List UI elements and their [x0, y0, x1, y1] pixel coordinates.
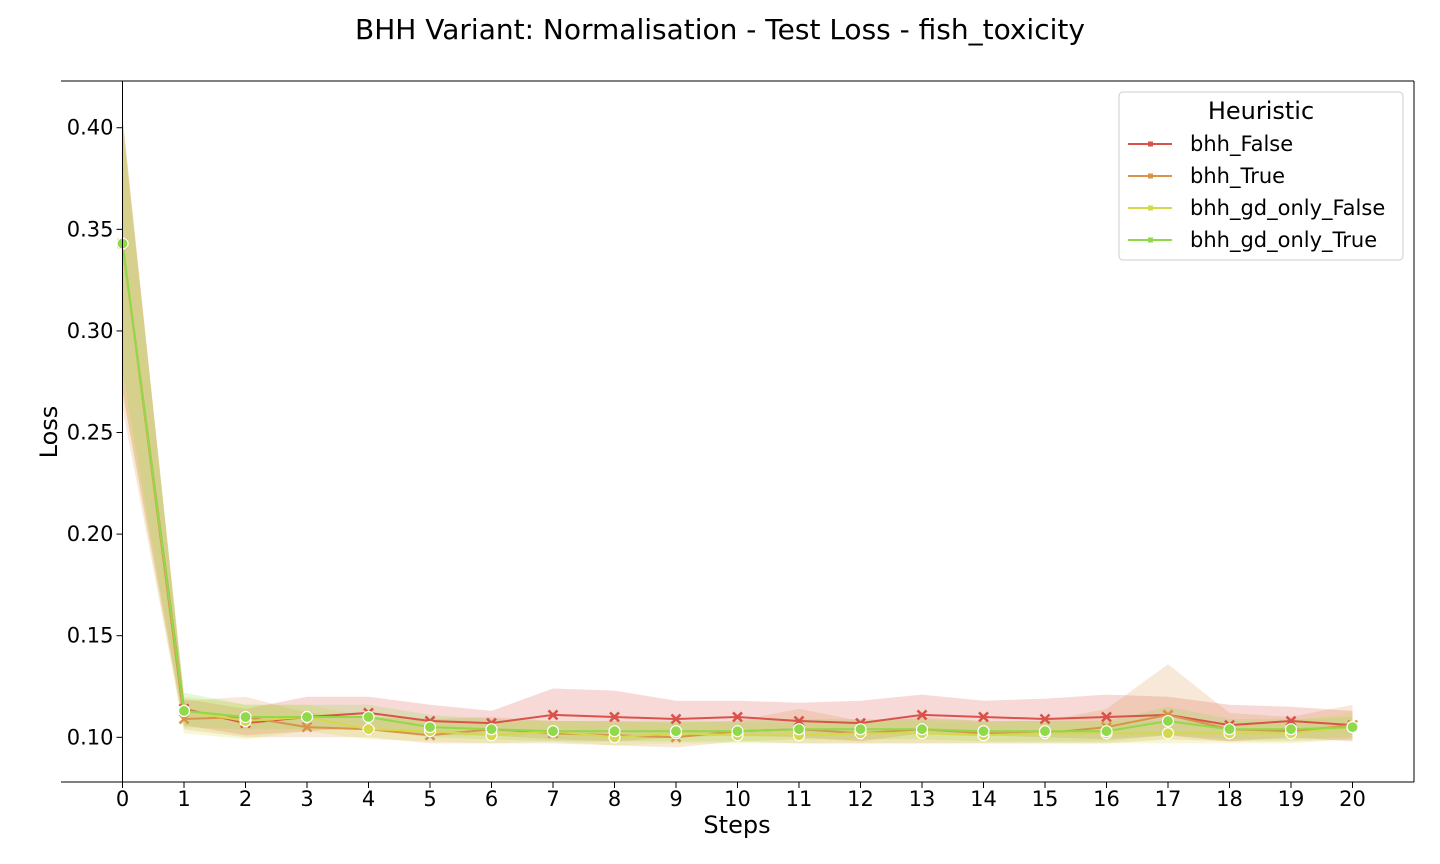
- legend-marker-bhh_gd_only_True: [1148, 237, 1153, 243]
- point-stroke: [732, 711, 743, 723]
- y-tick-label: 0.15: [67, 624, 114, 648]
- y-axis-label: Loss: [35, 406, 63, 459]
- point-bhh_gd_only_True: [177, 704, 191, 717]
- series-markers: [116, 237, 1359, 744]
- point-bhh_False: [978, 711, 989, 723]
- x-tick-label: 4: [362, 787, 375, 811]
- x-tick-label: 2: [239, 787, 252, 811]
- y-tick-label: 0.20: [67, 522, 114, 546]
- point-bhh_gd_only_True: [1346, 721, 1359, 734]
- y-tick-label: 0.30: [67, 319, 114, 343]
- axes: 0 1 2 3 4 5 6 7 8 9 10 11 12 13 14 15 16 17 18 19 200.100.15…: [61, 80, 1415, 811]
- x-axis-label: Steps: [703, 811, 770, 839]
- x-tick-label: 14: [970, 787, 997, 811]
- legend-label-bhh_False: bhh_False: [1190, 132, 1293, 157]
- x-tick-label: 12: [847, 787, 874, 811]
- point-bhh_False: [547, 709, 559, 721]
- y-tick-label: 0.25: [67, 421, 114, 445]
- legend-title: Heuristic: [1208, 97, 1314, 125]
- point-bhh_gd_only_True: [546, 725, 560, 738]
- legend-marker-bhh_True: [1148, 173, 1153, 179]
- point-stroke: [609, 711, 620, 723]
- point-bhh_gd_only_True: [1100, 725, 1113, 738]
- x-tick-label: 17: [1155, 787, 1182, 811]
- point-bhh_gd_only_True: [1284, 723, 1298, 736]
- point-bhh_gd_only_True: [977, 725, 990, 738]
- y-tick-label: 0.10: [67, 725, 114, 749]
- x-tick-label: 11: [786, 787, 813, 811]
- x-tick-label: 7: [546, 787, 559, 811]
- x-tick-label: 5: [423, 787, 436, 811]
- point-bhh_gd_only_True: [731, 725, 744, 738]
- legend-marker-bhh_False: [1148, 141, 1153, 147]
- x-tick-label: 13: [909, 787, 936, 811]
- point-bhh_gd_only_True: [423, 721, 437, 734]
- point-stroke: [978, 711, 989, 723]
- point-stroke: [670, 713, 682, 725]
- point-bhh_gd_only_True: [915, 723, 929, 736]
- line-bhh_gd_only_True: [121, 243, 1353, 733]
- point-bhh_gd_only_True: [792, 723, 806, 736]
- x-tick-label: 1: [177, 787, 190, 811]
- point-bhh_True: [301, 721, 313, 733]
- point-stroke: [301, 721, 313, 733]
- legend-label-bhh_gd_only_True: bhh_gd_only_True: [1190, 228, 1377, 253]
- point-stroke: [547, 709, 559, 721]
- legend: Heuristic bhh_False bhh_True bhh_gd_only_Fa…: [1118, 91, 1404, 261]
- x-tick-label: 16: [1093, 787, 1120, 811]
- legend-label-bhh_gd_only_False: bhh_gd_only_False: [1190, 196, 1385, 221]
- y-tick-label: 0.35: [67, 217, 114, 241]
- x-tick-label: 19: [1278, 787, 1305, 811]
- series-lines: [121, 243, 1353, 739]
- point-bhh_gd_only_True: [669, 725, 683, 738]
- point-bhh_False: [916, 709, 928, 721]
- point-stroke: [1101, 711, 1112, 723]
- point-stroke: [1039, 713, 1051, 725]
- x-tick-label: 0: [116, 787, 129, 811]
- line-bhh_False: [121, 243, 1353, 727]
- point-bhh_False: [732, 711, 743, 723]
- x-tick-label: 3: [300, 787, 313, 811]
- point-bhh_gd_only_False: [362, 723, 375, 736]
- point-bhh_gd_only_True: [362, 710, 375, 724]
- point-bhh_gd_only_False: [1161, 727, 1175, 740]
- point-bhh_gd_only_True: [1223, 723, 1236, 736]
- legend-label-bhh_True: bhh_True: [1190, 164, 1285, 189]
- y-tick-label: 0.40: [67, 116, 114, 140]
- point-bhh_gd_only_True: [608, 725, 621, 738]
- point-bhh_False: [670, 713, 682, 725]
- chart-title: BHH Variant: Normalisation - Test Loss -…: [355, 13, 1085, 46]
- legend-marker-bhh_gd_only_False: [1148, 205, 1153, 211]
- line-bhh_True: [121, 243, 1353, 739]
- x-tick-label: 6: [485, 787, 498, 811]
- point-bhh_False: [1039, 713, 1051, 725]
- x-tick-label: 18: [1216, 787, 1243, 811]
- point-bhh_gd_only_True: [854, 723, 867, 736]
- line-bhh_gd_only_False: [121, 243, 1353, 739]
- point-stroke: [916, 709, 928, 721]
- x-tick-label: 8: [608, 787, 621, 811]
- point-bhh_gd_only_True: [300, 710, 314, 724]
- x-tick-label: 20: [1339, 787, 1366, 811]
- point-bhh_gd_only_True: [239, 710, 252, 724]
- legend-box: [1118, 91, 1404, 261]
- point-bhh_False: [1101, 711, 1112, 723]
- x-tick-label: 15: [1032, 787, 1059, 811]
- point-bhh_gd_only_True: [485, 723, 498, 736]
- x-tick-label: 9: [669, 787, 682, 811]
- point-bhh_False: [609, 711, 620, 723]
- point-bhh_gd_only_True: [1161, 714, 1175, 728]
- x-tick-label: 10: [724, 787, 751, 811]
- point-bhh_gd_only_True: [1038, 725, 1052, 738]
